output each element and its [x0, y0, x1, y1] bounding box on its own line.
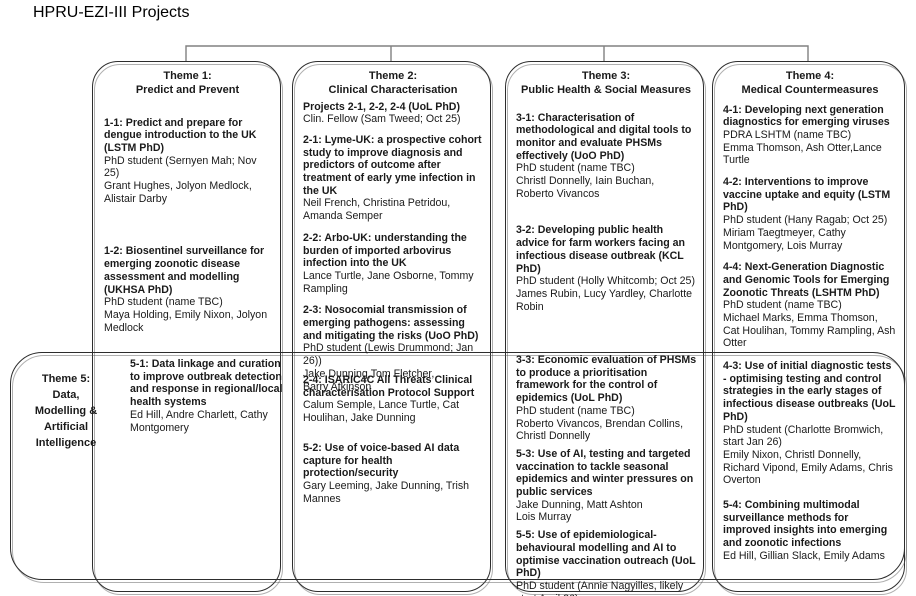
project-people: Clin. Fellow (Sam Tweed; Oct 25) — [303, 113, 461, 126]
theme-1-box — [92, 61, 281, 592]
theme-3-content: Theme 3: Public Health & Social Measures… — [516, 70, 696, 313]
project-5-3: 5-3: Use of AI, testing and targeted vac… — [516, 448, 700, 524]
project-title: 5-2: Use of voice-based AI data capture … — [303, 441, 460, 480]
theme-1-content: Theme 1: Predict and Prevent 1-1: Predic… — [104, 70, 271, 334]
project-1-1: 1-1: Predict and prepare for dengue intr… — [104, 117, 271, 206]
project-people: PhD student (name TBC) Maya Holding, Emi… — [104, 296, 268, 334]
theme-2-content: Theme 2: Clinical Characterisation Proje… — [303, 70, 483, 393]
project-title: 1-1: Predict and prepare for dengue intr… — [104, 116, 257, 154]
project-4-3: 4-3: Use of initial diagnostic tests - o… — [723, 360, 897, 487]
project-people: PhD student (Hany Ragab; Oct 25) Miriam … — [723, 214, 888, 252]
project-title: 2-3: Nosocomial transmission of emerging… — [303, 304, 479, 342]
project-title: 3-3: Economic evaluation of PHSMs to pro… — [516, 354, 697, 405]
project-people: PhD student (name TBC) Michael Marks, Em… — [723, 299, 896, 350]
project-2-2: 2-2: Arbo-UK: understanding the burden o… — [303, 232, 483, 296]
project-title: 4-2: Interventions to improve vaccine up… — [723, 176, 891, 214]
project-4-2: 4-2: Interventions to improve vaccine up… — [723, 176, 897, 252]
project-people: Jake Dunning, Matt Ashton Lois Murray — [516, 498, 643, 524]
theme-5-col-1-content: 5-1: Data linkage and curation to improv… — [130, 358, 292, 434]
project-people: Lance Turtle, Jane Osborne, Tommy Rampli… — [303, 269, 474, 295]
project-people: PhD student (Charlotte Bromwich, start J… — [723, 423, 893, 487]
project-4-1: 4-1: Developing next generation diagnost… — [723, 104, 897, 168]
project-people: PhD student (name TBC) Roberto Vivancos,… — [516, 404, 684, 443]
project-5-1: 5-1: Data linkage and curation to improv… — [130, 358, 292, 434]
project-people: Neil French, Christina Petridou, Amanda … — [303, 197, 451, 223]
projects-2-overview: Projects 2-1, 2-2, 2-4 (UoL PhD) Clin. F… — [303, 101, 483, 126]
project-2-4: 2-4: ISARIC4C All Threats Clinical chara… — [303, 374, 483, 425]
theme-4-box — [712, 61, 905, 592]
theme-5-label: Theme 5: Data, Modelling & Artificial In… — [34, 373, 98, 449]
project-title: 5-5: Use of epidemiological-behavioural … — [516, 529, 696, 580]
project-people: Calum Semple, Lance Turtle, Cat Houlihan… — [303, 399, 460, 425]
project-2-3: 2-3: Nosocomial transmission of emerging… — [303, 304, 483, 393]
project-1-2: 1-2: Biosentinel surveillance for emergi… — [104, 245, 271, 334]
project-title: 4-3: Use of initial diagnostic tests - o… — [723, 360, 896, 423]
project-people: Ed Hill, Gillian Slack, Emily Adams — [723, 549, 885, 562]
project-title: 1-2: Biosentinel surveillance for emergi… — [104, 245, 265, 296]
project-title: 2-4: ISARIC4C All Threats Clinical chara… — [303, 374, 475, 399]
page-title: HPRU-EZI-III Projects — [33, 4, 190, 21]
theme-connector-lines — [185, 45, 809, 61]
project-people: Ed Hill, Andre Charlett, Cathy Montgomer… — [130, 408, 268, 434]
theme-3-box — [505, 61, 704, 592]
project-people: PhD student (Sernyen Mah; Nov 25) Grant … — [104, 154, 257, 205]
project-3-2: 3-2: Developing public health advice for… — [516, 224, 696, 313]
theme-4-header: Theme 4: Medical Countermeasures — [741, 70, 879, 96]
project-4-4: 4-4: Next-Generation Diagnostic and Geno… — [723, 261, 897, 350]
project-title: 5-1: Data linkage and curation to improv… — [130, 358, 283, 409]
project-title: 3-2: Developing public health advice for… — [516, 224, 685, 275]
project-people: PhD student (Holly Whitcomb; Oct 25) Jam… — [516, 275, 695, 313]
project-title: 5-3: Use of AI, testing and targeted vac… — [516, 447, 694, 499]
project-people: PhD student (name TBC) Christl Donnelly,… — [516, 162, 655, 200]
project-3-1: 3-1: Characterisation of methodological … — [516, 112, 696, 201]
project-people: Gary Leeming, Jake Dunning, Trish Mannes — [303, 479, 470, 505]
project-5-2: 5-2: Use of voice-based AI data capture … — [303, 442, 483, 506]
project-people: PhD student (Annie Nagyilles, likely sta… — [516, 579, 684, 596]
theme-5-col-2-content: 2-4: ISARIC4C All Threats Clinical chara… — [303, 374, 483, 505]
theme-2-header: Theme 2: Clinical Characterisation — [328, 70, 458, 96]
project-title: 4-1: Developing next generation diagnost… — [723, 103, 890, 129]
project-2-1: 2-1: Lyme-UK: a prospective cohort study… — [303, 134, 483, 223]
theme-3-header: Theme 3: Public Health & Social Measures — [521, 70, 691, 96]
theme-5-col-4-content: 4-3: Use of initial diagnostic tests - o… — [723, 360, 897, 563]
project-title: 3-1: Characterisation of methodological … — [516, 111, 692, 162]
theme-5-col-3-content: 3-3: Economic evaluation of PHSMs to pro… — [516, 354, 700, 596]
project-people: PhD student (Lewis Drummond; Jan 26)) Ja… — [303, 342, 474, 393]
project-title: 2-2: Arbo-UK: understanding the burden o… — [303, 231, 467, 270]
project-title: 4-4: Next-Generation Diagnostic and Geno… — [723, 261, 890, 299]
theme-1-header: Theme 1: Predict and Prevent — [135, 70, 240, 96]
project-title: Projects 2-1, 2-2, 2-4 (UoL PhD) — [303, 100, 460, 113]
project-title: 2-1: Lyme-UK: a prospective cohort study… — [303, 133, 482, 197]
project-5-4: 5-4: Combining multimodal surveillance m… — [723, 499, 897, 563]
theme-4-content: Theme 4: Medical Countermeasures 4-1: De… — [723, 70, 897, 350]
project-3-3: 3-3: Economic evaluation of PHSMs to pro… — [516, 354, 700, 443]
project-people: PDRA LSHTM (name TBC) Emma Thomson, Ash … — [723, 128, 882, 167]
project-5-5: 5-5: Use of epidemiological-behavioural … — [516, 529, 700, 596]
theme-2-box — [292, 61, 491, 592]
project-title: 5-4: Combining multimodal surveillance m… — [723, 499, 888, 550]
theme-5-band — [10, 352, 905, 580]
